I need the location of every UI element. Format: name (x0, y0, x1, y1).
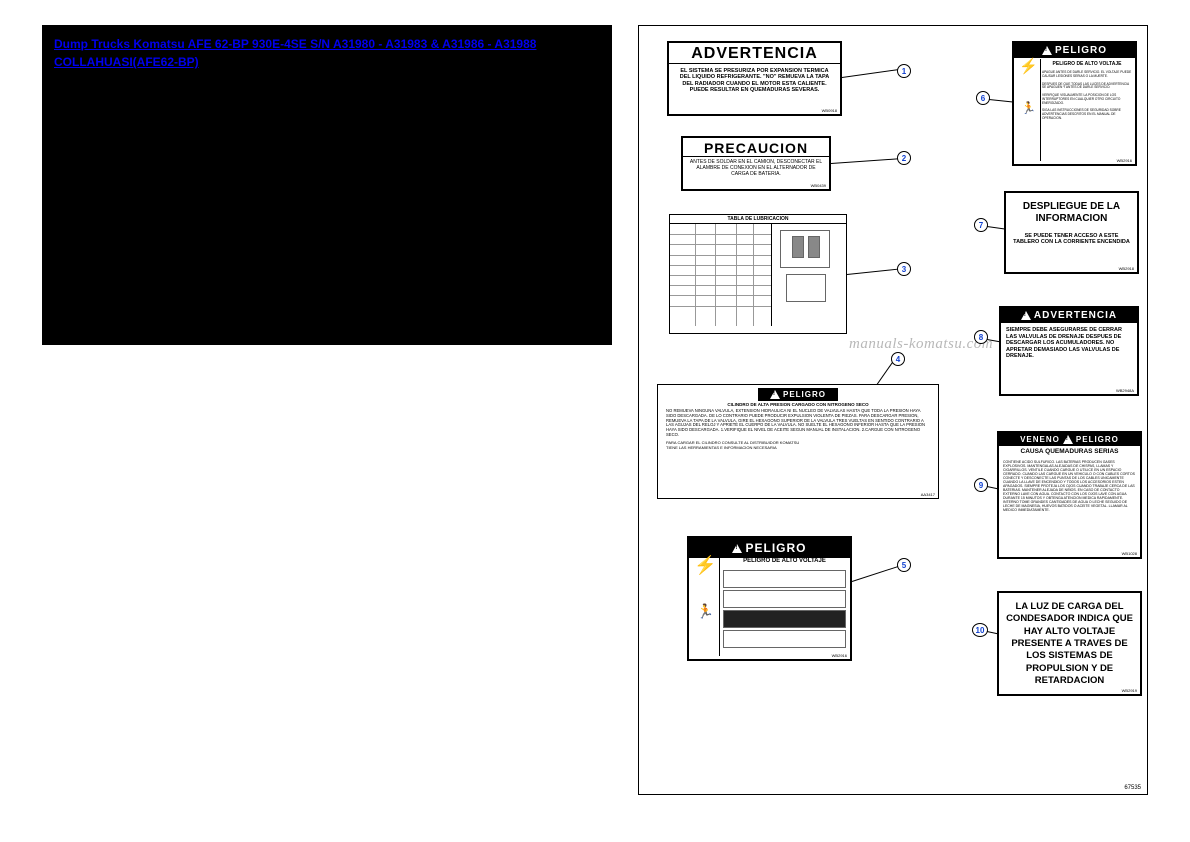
callout-2: 2 (897, 151, 911, 165)
label-4-body: NO REMUEVA NINGUNA VALVULA, EXTENSION HI… (658, 407, 938, 440)
lube-right-col (772, 224, 846, 326)
label-1-partno: WB0918 (822, 108, 837, 113)
leader-line (989, 99, 1013, 103)
callout-6: 6 (976, 91, 990, 105)
leader-line (842, 69, 898, 78)
label-2-partno: WB0439 (811, 183, 826, 188)
label-4-title: ▲ PELIGROPELIGRO (758, 388, 838, 401)
label-2-precaucion: PRECAUCION ANTES DE SOLDAR EN EL CAMION,… (681, 136, 831, 191)
leader-line (852, 566, 900, 582)
page-code: 67535 (1124, 785, 1141, 791)
label-8-body: SIEMPRE DEBE ASEGURARSE DE CERRAR LAS VA… (1001, 323, 1137, 364)
lube-left-col (670, 224, 772, 326)
label-8-advertencia: ADVERTENCIA SIEMPRE DEBE ASEGURARSE DE C… (999, 306, 1139, 396)
lightning-bolt-icon: ⚡ (692, 556, 719, 574)
label-7-title: DESPLIEGUE DE LA INFORMACION (1006, 193, 1137, 229)
label-7-partno: WB2918 (1119, 266, 1134, 271)
label-6-subtitle: PELIGRO DE ALTO VOLTAJE (1042, 61, 1132, 67)
leader-line (831, 158, 899, 164)
label-7-despliegue: DESPLIEGUE DE LA INFORMACION SE PUEDE TE… (1004, 191, 1139, 274)
diagram-page: manuals-komatsu.com ADVERTENCIA EL SISTE… (638, 25, 1148, 795)
warning-triangle-icon (1042, 46, 1052, 55)
label-3-lube-table: TABLA DE LUBRICACION (669, 214, 847, 334)
label-6-peligro-hv: PELIGRO ⚡ 🏃 PELIGRO DE ALTO VOLTAJE APAG… (1012, 41, 1137, 166)
label-4-partno: AA3417 (921, 492, 935, 497)
watermark: manuals-komatsu.com (849, 336, 993, 353)
label-1-body: EL SISTEMA SE PRESURIZA POR EXPANSION TE… (669, 64, 840, 97)
shock-person-icon: 🏃 (1017, 102, 1040, 114)
label-2-title: PRECAUCION (683, 138, 829, 157)
hv-icon-column: ⚡ 🏃 (1017, 59, 1041, 161)
left-panel: Dump Trucks Komatsu AFE 62-BP 930E-4SE S… (42, 25, 612, 345)
callout-7: 7 (974, 218, 988, 232)
label-7-body: SE PUEDE TENER ACCESO A ESTE TABLERO CON… (1006, 229, 1137, 249)
warning-triangle-icon (1063, 435, 1073, 444)
label-1-title: ADVERTENCIA (669, 43, 840, 64)
warning-triangle-icon (732, 544, 742, 553)
label-1-advertencia: ADVERTENCIA EL SISTEMA SE PRESURIZA POR … (667, 41, 842, 116)
warning-triangle-icon (770, 390, 780, 399)
label-2-body: ANTES DE SOLDAR EN EL CAMION, DESCONECTA… (683, 157, 829, 180)
label-6-body: APAGUE ANTES DE DARLE SERVICIO. EL VOLTA… (1042, 71, 1132, 161)
label-5-textblocks (723, 570, 846, 655)
link-line1: Dump Trucks Komatsu AFE 62-BP 930E-4SE S… (54, 37, 536, 51)
label-9-subtitle: CAUSA QUEMADURAS SERIAS (999, 446, 1140, 457)
callout-10: 10 (972, 623, 988, 637)
label-10-body: LA LUZ DE CARGA DEL CONDESADOR INDICA QU… (999, 593, 1140, 695)
callout-8: 8 (974, 330, 988, 344)
label-4-peligro-cylinder: ▲ PELIGROPELIGRO CILINDRO DE ALTA PRESIO… (657, 384, 939, 499)
label-9-partno: WB1028 (1122, 551, 1137, 556)
shock-person-icon: 🏃 (692, 604, 719, 618)
link-line2: COLLAHUASI(AFE62-BP) (54, 55, 199, 69)
label-8-partno: WB2948A (1116, 388, 1134, 393)
callout-1: 1 (897, 64, 911, 78)
label-8-title: ADVERTENCIA (1001, 308, 1137, 323)
callout-5: 5 (897, 558, 911, 572)
leader-line (847, 269, 899, 275)
label-9-body: CONTIENE ACIDO SULFURICO. LAS BATERIAS P… (999, 457, 1140, 515)
label-9-veneno: VENENO PELIGRO CAUSA QUEMADURAS SERIAS C… (997, 431, 1142, 559)
leader-line (987, 226, 1005, 229)
lube-grid (670, 224, 846, 326)
label-5-partno: WB2916 (832, 653, 847, 658)
label-6-title: PELIGRO (1014, 43, 1135, 58)
label-10-partno: WB2919 (1122, 688, 1137, 693)
label-5-subtitle: PELIGRO DE ALTO VOLTAJE (723, 558, 846, 564)
label-5-peligro-hv: PELIGRO ⚡ 🏃 PELIGRO DE ALTO VOLTAJE WB29… (687, 536, 852, 661)
label-3-title: TABLA DE LUBRICACION (670, 215, 846, 224)
label-4-footer2: TIENE LAS HERRAMIENTAS E INFORMACION NEC… (658, 445, 938, 450)
lightning-bolt-icon: ⚡ (1017, 59, 1040, 74)
callout-3: 3 (897, 262, 911, 276)
label-6-partno: WB2916 (1117, 158, 1132, 163)
callout-4: 4 (891, 352, 905, 366)
warning-triangle-icon (1021, 311, 1031, 320)
label-9-title: VENENO PELIGRO (999, 433, 1140, 446)
hv-icon-column: ⚡ 🏃 (692, 556, 720, 656)
manual-link[interactable]: Dump Trucks Komatsu AFE 62-BP 930E-4SE S… (54, 37, 536, 69)
callout-9: 9 (974, 478, 988, 492)
label-10-luz-carga: LA LUZ DE CARGA DEL CONDESADOR INDICA QU… (997, 591, 1142, 696)
